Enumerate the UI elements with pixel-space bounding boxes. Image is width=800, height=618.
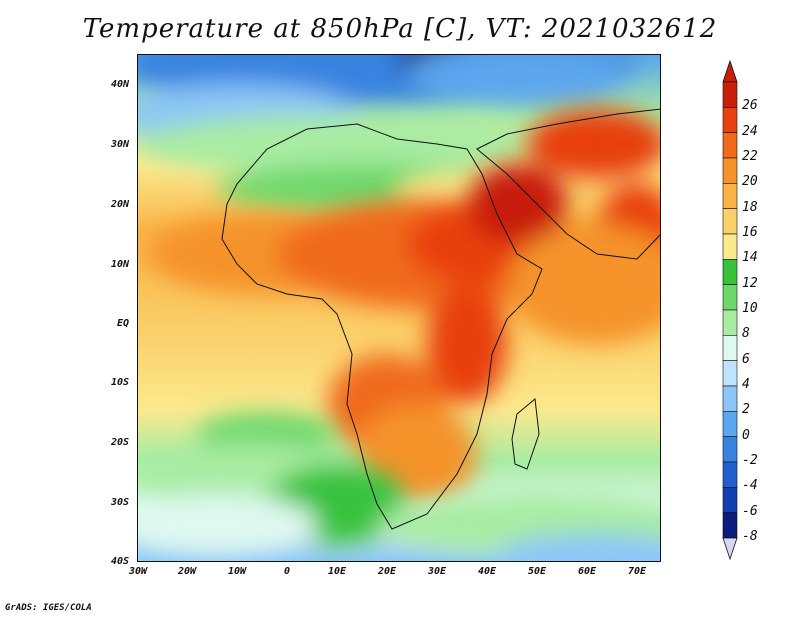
lat-label-30n: 30N	[110, 139, 129, 150]
colorbar-swatch	[722, 385, 738, 412]
lat-label-40n: 40N	[110, 79, 129, 90]
colorbar-label: 26	[742, 98, 758, 114]
colorbar-label: 6	[742, 351, 750, 367]
colorbar-swatch	[722, 335, 738, 361]
colorbar-swatch	[722, 512, 738, 539]
colorbar-swatch	[722, 411, 738, 437]
colorbar-label: 24	[742, 123, 758, 139]
colorbar-label: -2	[742, 453, 758, 468]
colorbar-top-arrow	[722, 59, 738, 83]
colorbar-swatch	[722, 81, 738, 108]
lat-label-40s: 40S	[110, 556, 129, 567]
lon-label-30w: 30W	[128, 566, 148, 577]
colorbar-label: 22	[742, 149, 758, 164]
lon-label-60e: 60E	[577, 566, 597, 577]
colorbar-swatch	[722, 183, 738, 209]
colorbar-svg	[722, 59, 738, 561]
temperature-map	[137, 54, 661, 562]
lat-label-20n: 20N	[110, 199, 129, 210]
lon-label-0: 0	[283, 566, 291, 577]
colorbar-label: 10	[742, 301, 758, 316]
credit-text: GrADS: IGES/COLA	[5, 603, 92, 613]
colorbar-swatch	[722, 461, 738, 488]
colorbar-swatch	[722, 487, 738, 513]
lon-label-20w: 20W	[177, 566, 197, 577]
lat-label-30s: 30S	[110, 497, 129, 508]
colorbar-label: 18	[742, 199, 758, 215]
colorbar-swatch	[722, 132, 738, 159]
colorbar-label: -4	[742, 478, 758, 494]
lon-label-40e: 40E	[477, 566, 497, 577]
temperature-map-svg	[137, 54, 661, 562]
colorbar-label: 20	[742, 174, 758, 190]
map-title: Temperature at 850hPa [C], VT: 202103261…	[82, 14, 718, 44]
colorbar-swatch	[722, 107, 738, 133]
colorbar-swatch	[722, 233, 738, 260]
lon-label-50e: 50E	[527, 566, 547, 577]
colorbar	[720, 59, 740, 564]
colorbar-label: 4	[742, 377, 750, 392]
lat-label-10s: 10S	[110, 377, 129, 388]
colorbar-swatch	[722, 259, 738, 285]
lon-label-20e: 20E	[377, 566, 397, 577]
colorbar-label: -6	[742, 503, 758, 519]
lat-label-20s: 20S	[110, 437, 129, 448]
colorbar-swatch	[722, 436, 738, 463]
coastline	[221, 108, 661, 530]
colorbar-label: 16	[742, 225, 758, 240]
colorbar-label: -8	[742, 529, 758, 544]
colorbar-swatch	[722, 284, 738, 311]
colorbar-swatch	[722, 309, 738, 336]
colorbar-bottom-arrow	[722, 537, 738, 561]
colorbar-swatch	[722, 208, 738, 235]
lat-label-eq: EQ	[116, 318, 129, 329]
colorbar-swatch	[722, 157, 738, 184]
colorbar-label: 2	[742, 402, 750, 418]
colorbar-label: 8	[742, 326, 750, 342]
colorbar-label: 12	[742, 275, 758, 291]
lon-label-70e: 70E	[627, 566, 647, 577]
colorbar-label: 14	[742, 250, 758, 266]
lat-label-10n: 10N	[110, 259, 129, 270]
lon-label-10e: 10E	[327, 566, 347, 577]
lon-label-30e: 30E	[427, 566, 447, 577]
lon-label-10w: 10W	[227, 566, 247, 577]
colorbar-label: 0	[742, 427, 750, 443]
colorbar-swatch	[722, 360, 738, 387]
